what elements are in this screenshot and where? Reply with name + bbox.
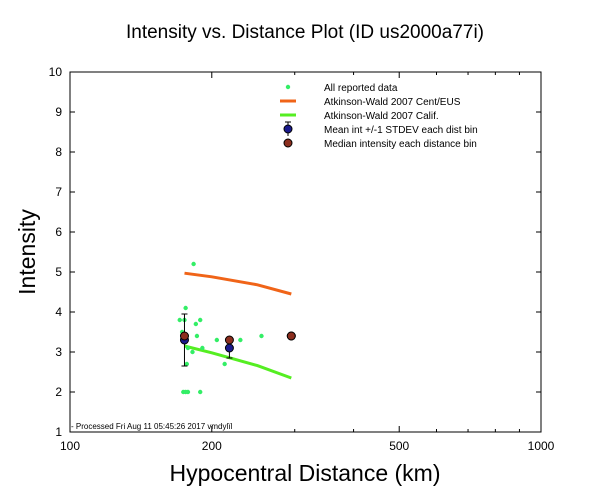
reported-data-point — [200, 345, 205, 351]
y-tick-label: 3 — [55, 345, 62, 359]
reported-data-point — [198, 389, 203, 395]
y-axis-label: Intensity — [14, 209, 40, 295]
legend-label: Median intensity each distance bin — [324, 139, 477, 150]
x-tick-label: 500 — [389, 439, 409, 453]
model-line-cent-eus — [184, 271, 292, 296]
reported-data-point — [185, 345, 191, 351]
chart-title: Intensity vs. Distance Plot (ID us2000a7… — [126, 22, 484, 43]
mean-intensity-point — [224, 343, 234, 353]
median-intensity-point — [286, 331, 296, 341]
model-line-calif — [184, 344, 292, 380]
y-tick-label: 7 — [55, 185, 62, 199]
x-tick-label: 1000 — [528, 439, 555, 453]
y-tick-label: 8 — [55, 145, 62, 159]
reported-data-point — [177, 317, 182, 323]
y-tick-label: 10 — [49, 65, 63, 79]
y-tick-label: 6 — [55, 225, 62, 239]
plot-frame — [69, 71, 542, 433]
reported-data-point — [190, 349, 195, 355]
reported-data-point — [191, 261, 196, 267]
axis-ticks: 1 2 3 4 5 6 7 8 9 10 100 200 500 1000 — [49, 65, 555, 453]
y-tick-label: 4 — [55, 305, 62, 319]
median-intensity-point — [179, 331, 189, 341]
reported-data-point — [185, 389, 191, 395]
legend: All reported data Atkinson-Wald 2007 Cent… — [280, 83, 478, 150]
legend-label: Atkinson-Wald 2007 Cent/EUS — [324, 97, 461, 108]
reported-data-point — [193, 321, 199, 327]
reported-data-point — [238, 337, 243, 343]
data-marks — [177, 261, 296, 395]
legend-label: All reported data — [324, 83, 398, 94]
reported-data-point — [214, 337, 220, 343]
y-tick-label: 9 — [55, 105, 62, 119]
legend-label: Atkinson-Wald 2007 Calif. — [324, 111, 439, 122]
y-tick-label: 2 — [55, 385, 62, 399]
reported-data-point — [222, 361, 227, 367]
reported-data-point — [198, 317, 203, 323]
reported-data-point — [194, 333, 200, 339]
y-tick-label: 1 — [55, 425, 62, 439]
x-tick-label: 200 — [202, 439, 222, 453]
x-axis-label: Hypocentral Distance (km) — [170, 460, 441, 486]
legend-label: Mean int +/-1 STDEV each dist bin — [324, 125, 478, 136]
y-tick-label: 5 — [55, 265, 62, 279]
legend-symbol-mean — [283, 124, 293, 134]
processed-footer: - Processed Fri Aug 11 05:45:26 2017 vmd… — [71, 422, 232, 431]
reported-data-point — [183, 305, 188, 311]
median-intensity-point — [224, 335, 234, 345]
reported-data-point — [259, 333, 264, 339]
x-tick-label: 100 — [60, 439, 80, 453]
legend-symbol-median — [283, 138, 293, 148]
legend-symbol-reported — [285, 84, 291, 90]
reported-data-point — [184, 361, 189, 367]
